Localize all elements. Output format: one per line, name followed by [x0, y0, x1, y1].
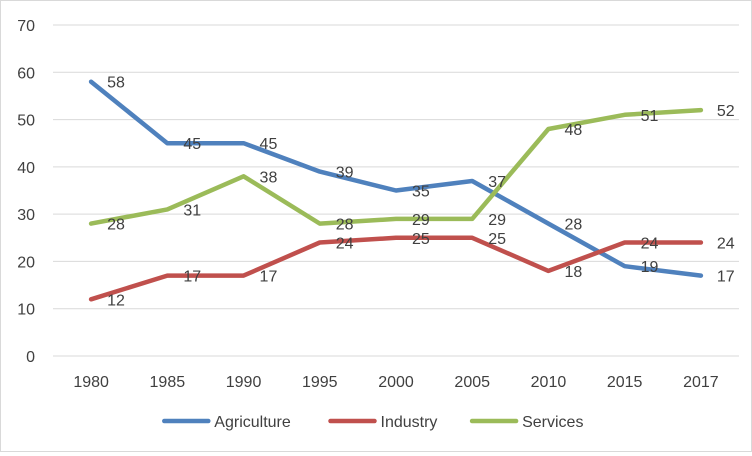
legend-item-agriculture: Agriculture — [162, 414, 291, 431]
series-lines — [88, 79, 704, 302]
data-label-services: 52 — [717, 103, 735, 120]
x-tick-label: 2005 — [454, 374, 490, 391]
x-tick-label: 1985 — [150, 374, 186, 391]
data-label-services: 29 — [488, 212, 506, 229]
data-label-agriculture: 45 — [183, 136, 201, 153]
y-tick-label: 70 — [17, 18, 35, 35]
data-label-industry: 17 — [260, 269, 278, 286]
legend-label: Services — [522, 414, 583, 431]
y-tick-label: 50 — [17, 113, 35, 130]
data-label-services: 28 — [107, 217, 125, 234]
data-label-services: 31 — [183, 202, 201, 219]
legend-item-services: Services — [469, 414, 583, 431]
data-label-services: 28 — [336, 217, 354, 234]
gridlines — [53, 24, 739, 357]
x-tick-label: 2017 — [683, 374, 719, 391]
y-tick-label: 0 — [26, 349, 35, 366]
data-label-agriculture: 19 — [641, 259, 659, 276]
x-tick-label: 2015 — [607, 374, 643, 391]
legend-label: Industry — [381, 414, 438, 431]
data-label-agriculture: 45 — [260, 136, 278, 153]
y-tick-label: 20 — [17, 254, 35, 271]
data-label-services: 29 — [412, 212, 430, 229]
data-label-industry: 25 — [488, 231, 506, 248]
data-labels: 58 45 45 39 35 37 28 19 17 12 17 17 24 25 25 18 24 24 28 31… — [107, 75, 735, 310]
y-tick-label: 40 — [17, 160, 35, 177]
x-tick-label: 2010 — [531, 374, 567, 391]
x-axis: 1980 1985 1990 1995 2000 2005 2010 2015 2017 — [73, 374, 718, 391]
data-label-services: 51 — [641, 108, 659, 125]
data-label-agriculture: 17 — [717, 269, 735, 286]
data-label-industry: 12 — [107, 292, 125, 309]
data-label-agriculture: 39 — [336, 165, 354, 182]
series-line-industry — [88, 235, 704, 302]
data-label-industry: 18 — [564, 264, 582, 281]
data-label-industry: 24 — [717, 236, 735, 253]
y-tick-label: 60 — [17, 65, 35, 82]
y-tick-label: 30 — [17, 207, 35, 224]
x-tick-label: 1980 — [73, 374, 109, 391]
y-axis: 0 10 20 30 40 50 60 70 — [17, 18, 35, 366]
x-tick-label: 1990 — [226, 374, 262, 391]
legend: Agriculture Industry Services — [162, 414, 583, 431]
data-label-industry: 25 — [412, 231, 430, 248]
data-label-services: 48 — [564, 122, 582, 139]
data-label-services: 38 — [260, 169, 278, 186]
series-line-services — [88, 107, 704, 226]
data-label-agriculture: 37 — [488, 174, 506, 191]
legend-item-industry: Industry — [328, 414, 438, 431]
legend-label: Agriculture — [214, 414, 291, 431]
x-tick-label: 2000 — [378, 374, 414, 391]
x-tick-label: 1995 — [302, 374, 338, 391]
data-label-industry: 17 — [183, 269, 201, 286]
y-tick-label: 10 — [17, 302, 35, 319]
data-label-agriculture: 28 — [564, 217, 582, 234]
data-label-industry: 24 — [336, 236, 354, 253]
data-label-agriculture: 35 — [412, 184, 430, 201]
data-label-industry: 24 — [641, 236, 659, 253]
data-label-agriculture: 58 — [107, 75, 125, 92]
